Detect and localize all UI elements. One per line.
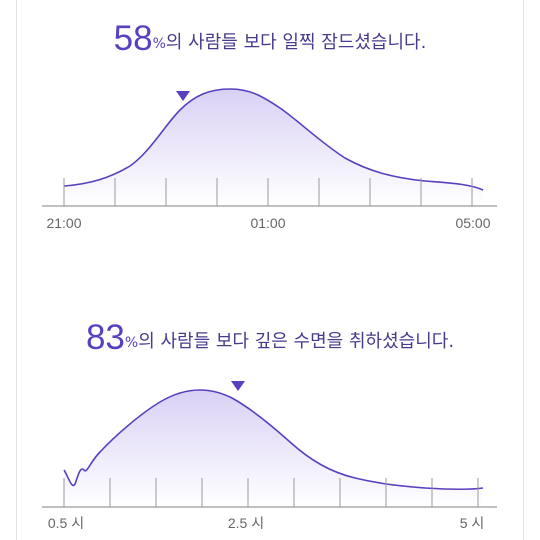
- deep-sleep-axis-label-mid: 2.5 시: [228, 515, 264, 531]
- right-border-line: [523, 0, 524, 540]
- deep-sleep-distribution-chart: 0.5 시 2.5 시 5 시: [42, 381, 497, 531]
- my-sleep-onset-marker-icon: [176, 91, 190, 101]
- sleep-onset-percent-sign: %: [152, 36, 166, 52]
- deep-sleep-curve-fill: [64, 390, 483, 507]
- sleep-onset-axis-label-mid: 01:00: [250, 215, 285, 231]
- deep-sleep-percent-sign: %: [124, 335, 139, 351]
- left-border-line: [16, 0, 17, 540]
- sleep-onset-curve: [63, 88, 484, 191]
- my-deep-sleep-marker-icon: [231, 381, 245, 391]
- sleep-onset-headline: 58%의 사람들 보다 일찍 잠드셨습니다.: [0, 19, 540, 59]
- deep-sleep-headline: 83%의 사람들 보다 깊은 수면을 취하셨습니다.: [0, 318, 540, 358]
- deep-sleep-axis-label-start: 0.5 시: [48, 515, 84, 531]
- deep-sleep-curve: [63, 389, 484, 491]
- deep-sleep-message: 의 사람들 보다 깊은 수면을 취하셨습니다.: [138, 331, 455, 352]
- sleep-onset-message: 의 사람들 보다 일찍 잠드셨습니다.: [165, 32, 427, 53]
- sleep-onset-axis-label-start: 21:00: [46, 215, 81, 231]
- sleep-onset-percent: 58: [113, 19, 153, 58]
- deep-sleep-percent: 83: [85, 318, 125, 357]
- deep-sleep-axis: [42, 478, 497, 508]
- sleep-onset-axis: [42, 178, 497, 207]
- sleep-onset-distribution-chart: 21:00 01:00 05:00: [42, 88, 497, 231]
- sleep-onset-axis-label-end: 05:00: [455, 215, 490, 231]
- sleep-onset-curve-fill: [64, 89, 483, 206]
- deep-sleep-axis-label-end: 5 시: [460, 515, 485, 531]
